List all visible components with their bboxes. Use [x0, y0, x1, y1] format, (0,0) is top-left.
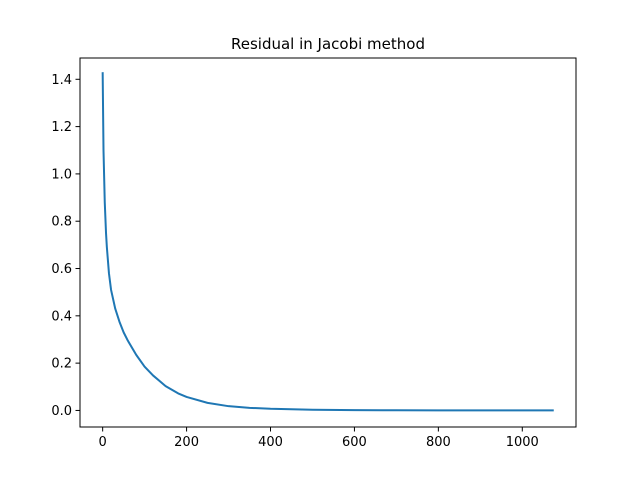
x-tick-label: 200 [174, 435, 199, 450]
y-tick-label: 0.2 [51, 357, 72, 372]
y-tick-label: 0.8 [51, 215, 72, 230]
y-tick-label: 1.4 [51, 73, 72, 88]
axes-frame [79, 57, 577, 428]
chart-title: Residual in Jacobi method [231, 35, 425, 53]
y-tick-label: 0.4 [51, 309, 72, 324]
plot-area: 0 200 400 600 800 1000 0.0 0.2 0.4 0.6 0.8 1.0 1.2 1.… [51, 57, 577, 450]
x-tick-label: 400 [258, 435, 283, 450]
x-tick-label: 800 [426, 435, 451, 450]
y-tick-label: 1.0 [51, 167, 72, 182]
x-tick-label: 1000 [506, 435, 539, 450]
y-tick-label: 0.0 [51, 404, 72, 419]
series-line-residual [101, 72, 554, 412]
y-tick-label: 0.6 [51, 262, 72, 277]
x-tick-label: 0 [99, 435, 107, 450]
y-tick-label: 1.2 [51, 120, 72, 135]
x-tick-label: 600 [342, 435, 367, 450]
